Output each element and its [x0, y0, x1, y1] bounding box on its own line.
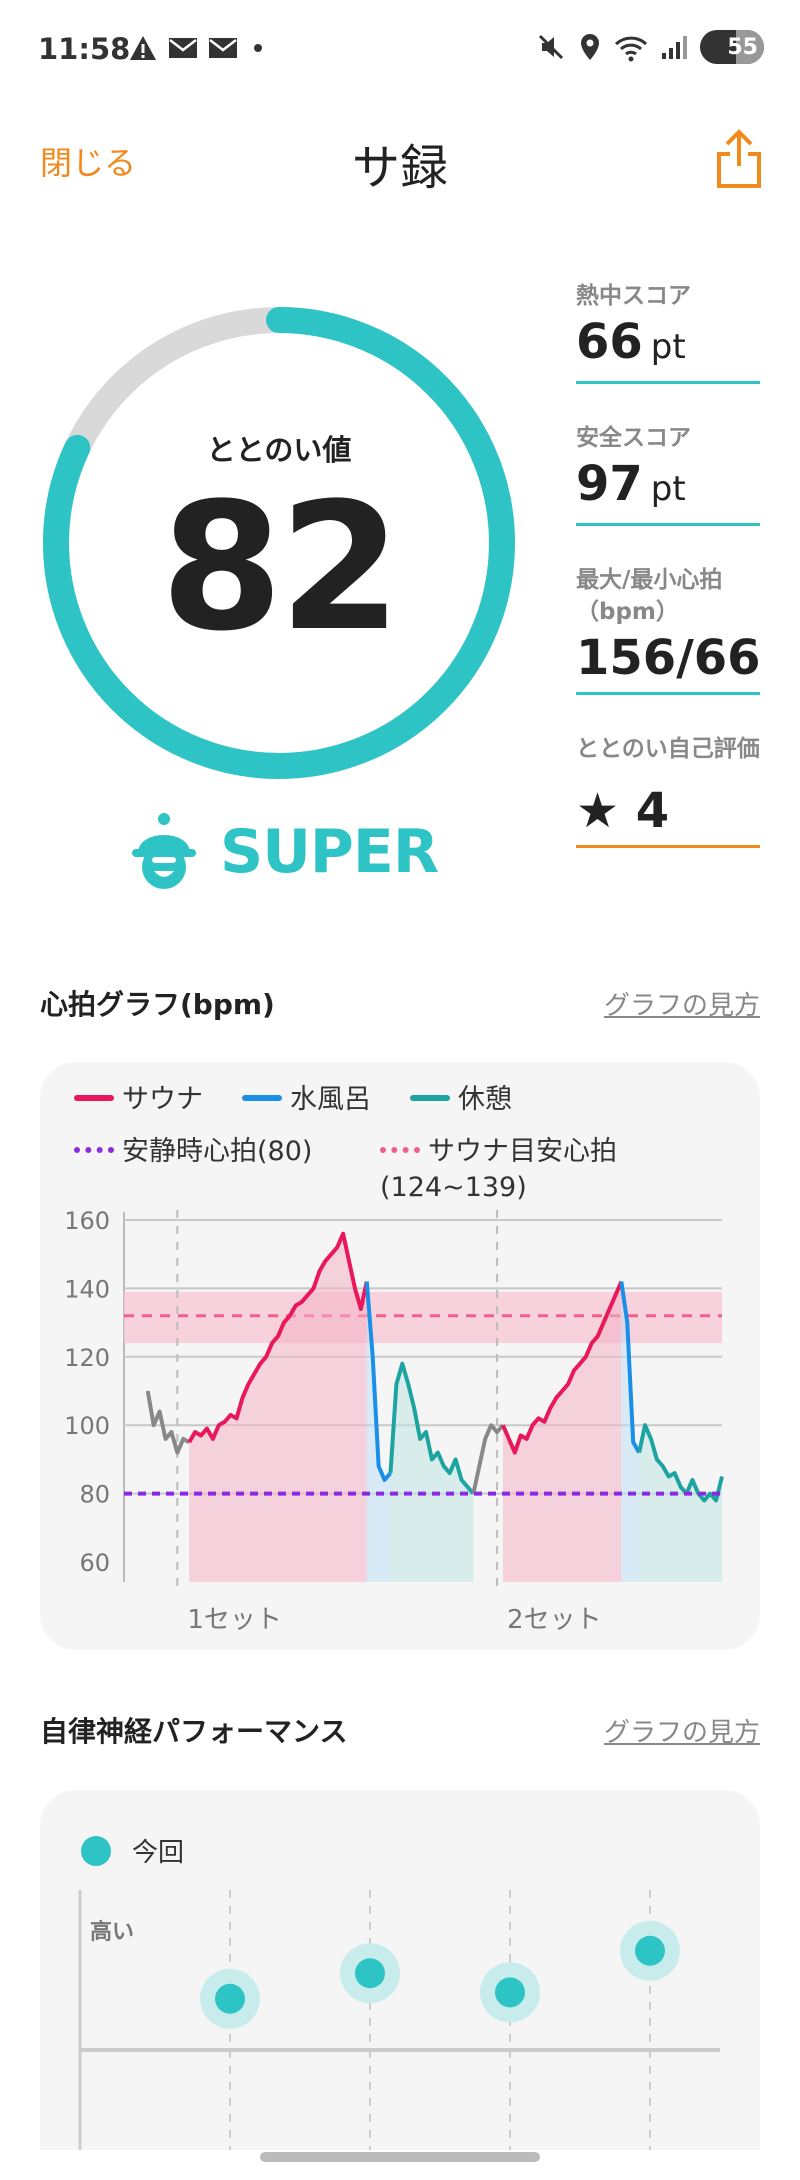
series-line [637, 1423, 724, 1503]
legend-dot-icon [81, 1835, 111, 1866]
battery-level: 55 [727, 34, 758, 60]
hr-section-title: 心拍グラフ(bpm) [40, 988, 275, 1021]
x-tick-label: 1セット [187, 1605, 282, 1635]
close-button[interactable]: 閉じる [40, 144, 137, 182]
ans-point [635, 1935, 665, 1966]
stat-value: 97 pt [576, 456, 686, 512]
mail-icon [169, 38, 197, 58]
status-right-icons: 55 [536, 30, 764, 64]
stat-safety-score: 安全スコア 97 pt [576, 422, 760, 526]
stat-value: 156/66 [576, 630, 761, 686]
mail-icon [209, 38, 237, 58]
hr-graph-help-link[interactable]: グラフの見方 [603, 991, 760, 1021]
location-icon [581, 34, 599, 60]
legend-sauna: サウナ [74, 1082, 203, 1118]
series-area [366, 1281, 391, 1582]
ans-point [355, 1958, 385, 1989]
ans-y-label: 高い [90, 1920, 135, 1945]
hr-chart: 160 140 120 100 80 60 1セット 2セット [64, 1207, 724, 1635]
score-value: 82 [160, 465, 402, 670]
stats-panel: 熱中スコア 66 pt 安全スコア 97 pt 最大/最小心拍 （bpm） 156/… [576, 280, 761, 886]
dot-icon [254, 44, 262, 52]
series-line [187, 1231, 369, 1444]
series-area [390, 1363, 474, 1582]
series-line [619, 1281, 641, 1454]
series-line [501, 1280, 624, 1455]
series-area [639, 1425, 722, 1582]
sauna-hat-mascot-icon [132, 813, 196, 889]
series-area [502, 1281, 622, 1582]
status-left-icons [128, 34, 268, 62]
stat-max-min-hr: 最大/最小心拍 （bpm） 156/66 [576, 564, 761, 695]
stat-label: 熱中スコア [576, 283, 691, 309]
home-indicator[interactable] [260, 2152, 540, 2162]
ans-point [495, 1977, 525, 2008]
series-area [621, 1281, 640, 1582]
ans-legend-label: 今回 [132, 1838, 185, 1868]
target-band [124, 1291, 722, 1344]
stat-label: ととのい自己評価 [576, 736, 760, 762]
hr-chart-card: サウナ 水風呂 休憩 安静時心拍(80) サウナ目安心拍 (124~139) 16… [40, 1062, 760, 1650]
ans-chart [78, 1890, 720, 2150]
y-tick-label: 100 [64, 1412, 110, 1440]
page-title: サ録 [351, 140, 448, 196]
y-tick-label: 120 [64, 1344, 110, 1372]
x-tick-label: 2セット [507, 1605, 602, 1635]
series-line [145, 1390, 191, 1455]
wifi-icon [614, 36, 648, 62]
y-tick-label: 140 [64, 1275, 110, 1303]
score-ring-progress [43, 307, 515, 779]
series-area [189, 1233, 367, 1582]
stat-label: 安全スコア [576, 425, 691, 451]
series-line [364, 1281, 392, 1482]
score-ring [43, 307, 515, 779]
header: 閉じる サ録 [0, 118, 800, 198]
status-time: 11:58 [38, 32, 131, 66]
series-line [471, 1423, 505, 1495]
legend-resting-hr: 安静時心拍(80) [74, 1134, 312, 1170]
ans-graph-help-link[interactable]: グラフの見方 [603, 1718, 760, 1748]
status-bar: 11:58 55 [0, 0, 800, 100]
signal-icon [662, 36, 687, 59]
ans-point [215, 1983, 245, 2014]
ans-legend: 今回 [80, 1832, 184, 1869]
ans-chart-card: 今回 高い [40, 1790, 760, 2150]
stat-heat-score: 熱中スコア 66 pt [576, 280, 760, 384]
legend-water: 水風呂 [242, 1082, 371, 1118]
y-tick-label: 80 [79, 1481, 110, 1509]
y-tick-label: 60 [79, 1549, 110, 1577]
battery-icon: 55 [700, 30, 764, 64]
legend-sauna-target: サウナ目安心拍 (124~139) [380, 1136, 617, 1203]
rank-label: SUPER [220, 817, 439, 887]
warning-icon [130, 36, 156, 60]
stat-value: 66 pt [576, 314, 686, 370]
ans-section-title: 自律神経パフォーマンス [40, 1715, 348, 1748]
series-line [388, 1361, 475, 1495]
legend-rest: 休憩 [410, 1082, 512, 1118]
mute-icon [538, 34, 564, 60]
score-label: ととのい値 [206, 433, 352, 467]
y-tick-label: 160 [64, 1207, 110, 1235]
share-icon[interactable] [714, 128, 764, 190]
rank-badge: SUPER [128, 808, 468, 896]
stat-self-rating: ととのい自己評価 ★ 4 [576, 733, 760, 848]
stat-label: 最大/最小心拍 （bpm） [576, 567, 723, 625]
stat-value: ★ 4 [576, 783, 670, 839]
